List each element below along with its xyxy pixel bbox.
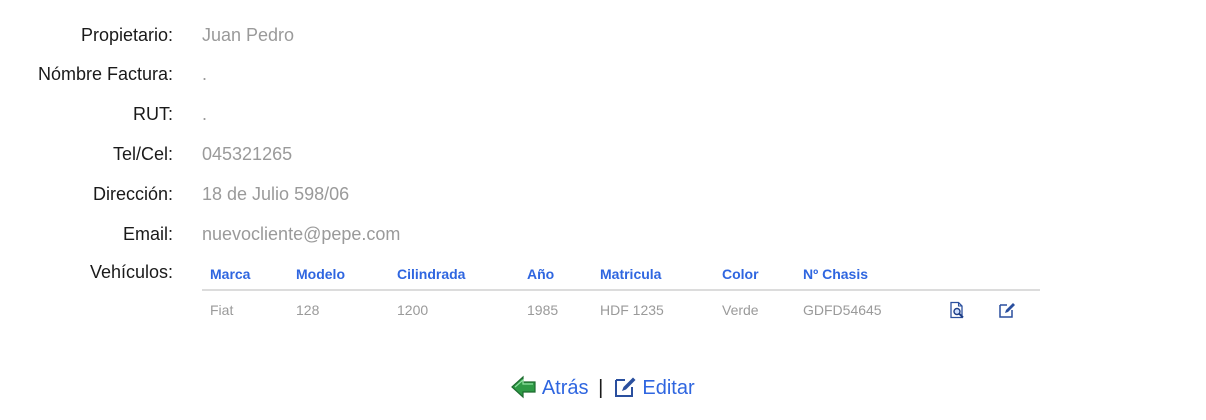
cell-edit-action bbox=[990, 290, 1040, 329]
direccion-value: 18 de Julio 598/06 bbox=[202, 184, 350, 204]
edit-link[interactable]: Editar bbox=[613, 377, 695, 399]
cell-cilindrada: 1200 bbox=[397, 302, 429, 318]
field-row-tel: Tel/Cel: 045321265 bbox=[0, 142, 1206, 182]
cell-view-action bbox=[940, 290, 990, 329]
header-modelo: Modelo bbox=[288, 258, 389, 291]
direccion-label: Dirección: bbox=[92, 184, 173, 204]
rut-value: . bbox=[202, 104, 208, 124]
cell-marca: Fiat bbox=[210, 302, 234, 318]
field-row-propietario: Propietario: Juan Pedro bbox=[0, 23, 1206, 63]
nombre-factura-label: Nómbre Factura: bbox=[37, 64, 173, 84]
edit-link-label: Editar bbox=[642, 377, 695, 399]
field-row-email: Email: nuevocliente@pepe.com bbox=[0, 222, 1206, 262]
table-header-row: Marca Modelo Cilindrada Año Matricula Co… bbox=[202, 258, 1040, 291]
view-document-icon[interactable] bbox=[948, 301, 966, 319]
edit-pencil-icon bbox=[614, 377, 636, 397]
cell-modelo: 128 bbox=[296, 302, 320, 318]
cell-color: Verde bbox=[722, 302, 759, 318]
header-chasis: Nº Chasis bbox=[795, 258, 940, 291]
propietario-value: Juan Pedro bbox=[202, 25, 295, 45]
cell-matricula: HDF 1235 bbox=[600, 302, 664, 318]
header-marca: Marca bbox=[202, 258, 288, 291]
header-edit-action bbox=[990, 258, 1040, 291]
field-row-rut: RUT: . bbox=[0, 102, 1206, 142]
field-row-vehiculos: Vehículos: bbox=[0, 260, 1206, 300]
back-arrow-icon bbox=[511, 375, 536, 399]
nombre-factura-value: . bbox=[202, 64, 208, 84]
cell-chasis: GDFD54645 bbox=[803, 302, 882, 318]
edit-icon[interactable] bbox=[998, 301, 1016, 319]
nav-separator: | bbox=[598, 377, 604, 399]
table-row: Fiat 128 1200 1985 HDF 1235 Verde GDFD54… bbox=[202, 290, 1040, 329]
back-link[interactable]: Atrás bbox=[511, 375, 594, 399]
tel-value: 045321265 bbox=[202, 144, 293, 164]
header-ano: Año bbox=[519, 258, 592, 291]
propietario-label: Propietario: bbox=[80, 25, 173, 45]
tel-label: Tel/Cel: bbox=[112, 144, 173, 164]
header-view-action bbox=[940, 258, 990, 291]
email-value: nuevocliente@pepe.com bbox=[202, 224, 401, 244]
header-matricula: Matricula bbox=[592, 258, 714, 291]
field-row-direccion: Dirección: 18 de Julio 598/06 bbox=[0, 182, 1206, 222]
vehicles-table: Marca Modelo Cilindrada Año Matricula Co… bbox=[202, 258, 1040, 329]
bottom-nav: Atrás | Editar bbox=[0, 374, 1206, 402]
email-label: Email: bbox=[122, 224, 173, 244]
vehiculos-label: Vehículos: bbox=[89, 262, 173, 282]
back-link-label: Atrás bbox=[541, 377, 589, 399]
header-color: Color bbox=[714, 258, 795, 291]
rut-label: RUT: bbox=[133, 104, 173, 124]
field-row-nombre-factura: Nómbre Factura: . bbox=[0, 62, 1206, 102]
cell-ano: 1985 bbox=[527, 302, 559, 318]
header-cilindrada: Cilindrada bbox=[389, 258, 519, 291]
